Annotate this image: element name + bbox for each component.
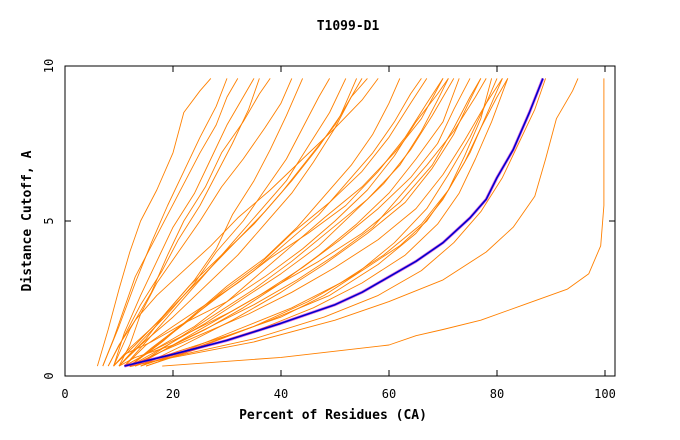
- x-tick-label: 40: [274, 387, 288, 401]
- model-curve-18: [134, 78, 471, 367]
- y-tick-label: 10: [42, 59, 56, 73]
- model-curve-29: [145, 78, 509, 367]
- x-axis-label: Percent of Residues (CA): [239, 408, 427, 423]
- model-curve-8: [96, 78, 212, 367]
- model-curve-14: [113, 78, 358, 367]
- model-curve-15: [118, 78, 330, 367]
- model-curve-10: [124, 78, 444, 367]
- model-curve-30: [118, 78, 363, 367]
- plot-frame: [64, 65, 616, 377]
- model-curve-20: [118, 78, 304, 367]
- x-tick-label: 80: [490, 387, 504, 401]
- model-curve-32: [134, 78, 449, 367]
- model-curve-12: [135, 78, 503, 367]
- model-curve-13: [124, 78, 444, 367]
- model-curve-5: [113, 78, 449, 367]
- model-curve-34: [140, 78, 482, 367]
- model-curve-19: [140, 78, 493, 367]
- model-curve-24: [134, 78, 460, 367]
- highlighted-curve: [124, 78, 544, 367]
- y-tick-label: 0: [42, 372, 56, 379]
- model-curve-2: [129, 78, 579, 367]
- x-tick-label: 60: [382, 387, 396, 401]
- model-curve-11: [129, 78, 503, 367]
- model-curve-33: [129, 78, 428, 367]
- model-curve-36: [145, 78, 509, 367]
- tick-layer: 0 20 40 60 80 100 0 5 10: [42, 59, 616, 401]
- model-curve-9: [118, 78, 293, 367]
- x-tick-label: 20: [166, 387, 180, 401]
- model-curve-1: [162, 78, 605, 367]
- model-curve-26: [102, 78, 228, 367]
- chart-title: T1099-D1: [317, 19, 380, 34]
- model-curve-25: [113, 78, 271, 367]
- model-curve-4: [118, 78, 487, 367]
- highlight-layer: [124, 77, 545, 368]
- y-tick-label: 5: [42, 217, 56, 224]
- model-curve-31: [124, 78, 347, 367]
- x-tick-label: 0: [61, 387, 68, 401]
- series-layer: [96, 78, 605, 368]
- y-axis-label: Distance Cutoff, A: [20, 150, 35, 291]
- x-tick-label: 100: [594, 387, 616, 401]
- model-curve-35: [113, 78, 255, 367]
- model-curve-21: [113, 78, 368, 367]
- model-curve-7: [102, 78, 239, 367]
- model-curve-28: [129, 78, 401, 367]
- model-curve-3: [129, 78, 547, 368]
